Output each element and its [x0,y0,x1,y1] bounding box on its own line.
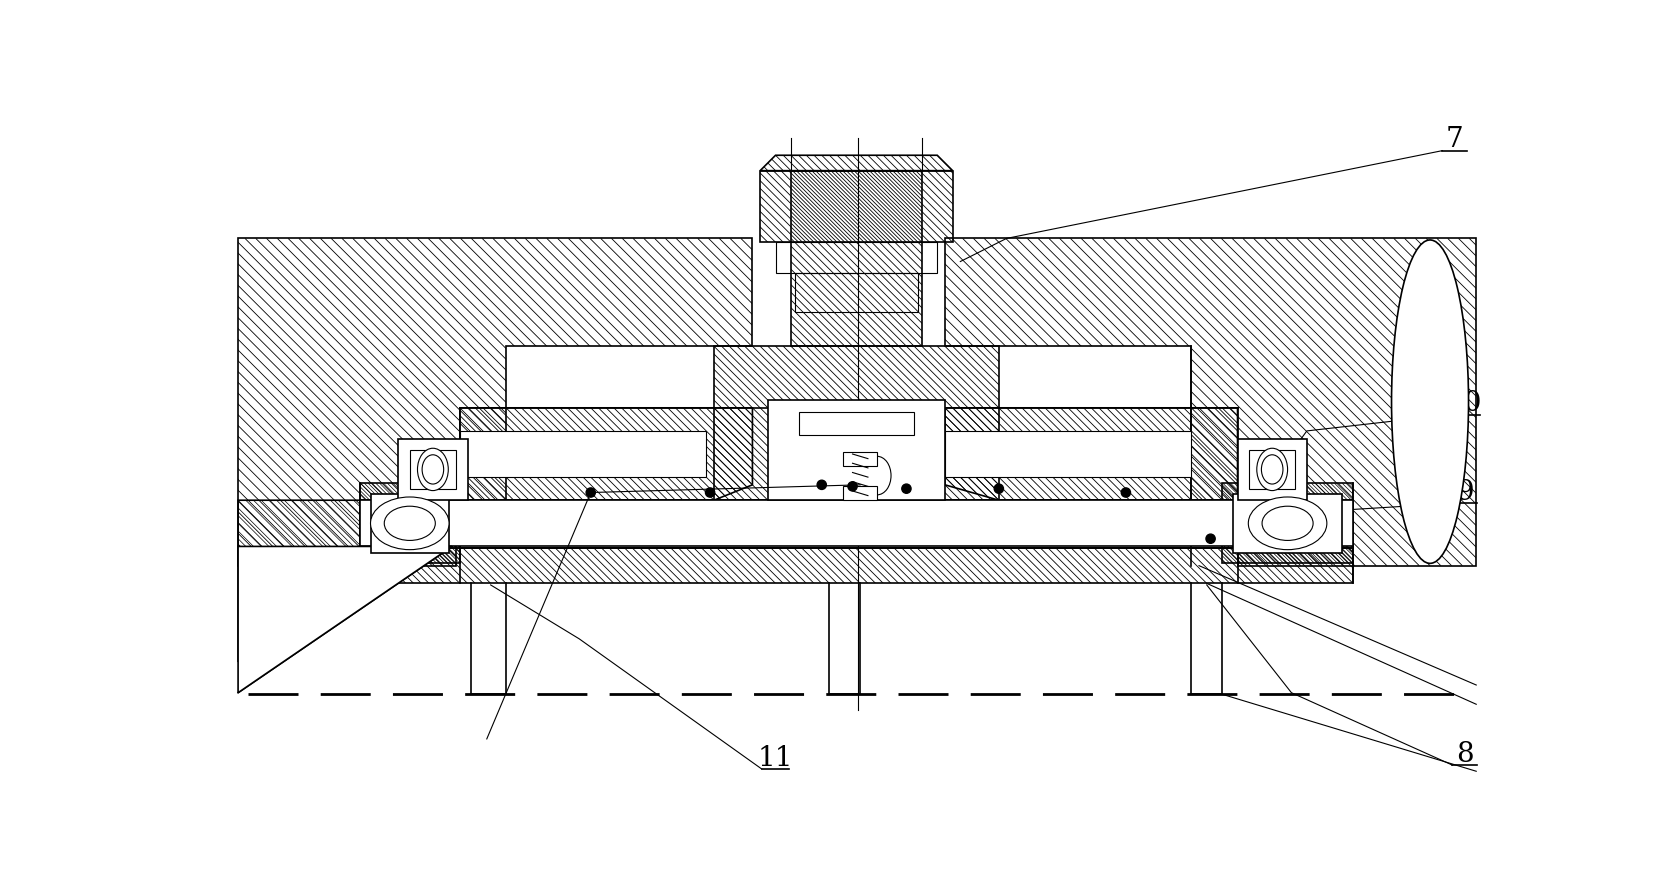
Bar [795,273,917,312]
Circle shape [816,480,826,489]
Bar [768,401,944,500]
Circle shape [902,484,910,494]
Ellipse shape [1261,506,1312,540]
Ellipse shape [385,506,435,540]
Circle shape [1205,534,1215,543]
Circle shape [848,482,857,491]
Ellipse shape [1248,497,1327,549]
Bar [460,431,706,477]
Circle shape [586,488,596,497]
Polygon shape [238,547,452,693]
Bar [410,450,455,488]
Bar [775,242,937,273]
Ellipse shape [422,455,443,484]
Bar [1233,494,1342,553]
Ellipse shape [1390,240,1467,564]
Circle shape [994,484,1002,494]
Ellipse shape [417,448,448,491]
Text: 7: 7 [1445,126,1462,153]
Circle shape [1121,488,1129,497]
Bar [1236,439,1307,500]
Bar [360,500,1352,547]
Circle shape [704,488,714,497]
Text: 9: 9 [1456,479,1472,506]
Ellipse shape [1256,448,1287,491]
Ellipse shape [1261,455,1282,484]
Bar [1248,450,1295,488]
Text: 10: 10 [1445,391,1482,418]
Bar [944,431,1191,477]
Ellipse shape [370,497,448,549]
Text: 8: 8 [1456,741,1472,768]
Bar [843,487,877,500]
Bar [843,452,877,466]
Bar [398,439,467,500]
Text: 11: 11 [758,745,793,771]
Bar [370,494,448,553]
Bar [798,411,913,435]
